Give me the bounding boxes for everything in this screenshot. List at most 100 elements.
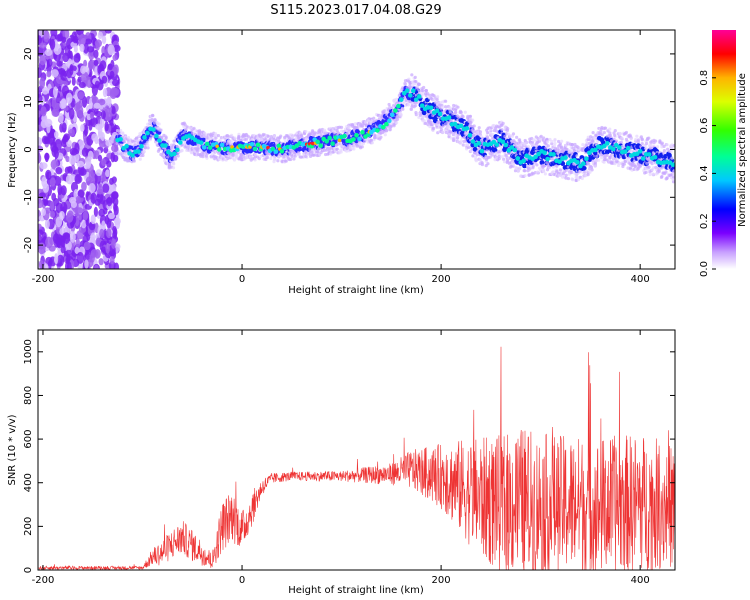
spectrogram-cell xyxy=(69,231,76,243)
spectrogram-cell xyxy=(634,138,638,142)
spectrogram-cell xyxy=(276,159,280,163)
spectrogram-cell xyxy=(99,195,106,205)
spectrogram-cell xyxy=(472,124,476,128)
spectrogram-cell xyxy=(146,143,150,147)
spectrogram-cell xyxy=(278,136,282,140)
spectrogram-cell xyxy=(111,79,120,87)
spectrogram-cell xyxy=(99,60,107,70)
spectrogram-cell xyxy=(471,127,475,132)
spectrogram-cell xyxy=(38,151,41,164)
spectrogram-cell xyxy=(38,109,41,118)
spectrogram-cell xyxy=(272,137,276,141)
spectrogram-cell xyxy=(471,133,476,137)
spectrogram-cell xyxy=(444,99,448,103)
spectrogram-cell xyxy=(463,110,467,114)
spectrogram-cell xyxy=(99,228,105,239)
spectrogram-cell xyxy=(292,157,296,161)
spectrogram-cell xyxy=(184,128,188,132)
spectrogram-cell xyxy=(43,30,50,43)
spectrogram-cell xyxy=(108,260,116,269)
spectrogram-cell xyxy=(339,150,343,154)
spectrogram-cell xyxy=(315,150,320,154)
spectrogram-cell xyxy=(160,135,164,139)
spectrogram-cell xyxy=(575,154,579,158)
spectrogram-cell xyxy=(49,201,55,211)
spectrogram-cell xyxy=(93,59,99,66)
spectrogram-cell xyxy=(93,206,98,218)
spectrogram-cell xyxy=(62,134,69,143)
spectrogram-cell xyxy=(389,124,393,128)
spectrogram-cell xyxy=(44,152,49,163)
spectrogram-cell xyxy=(591,131,595,135)
spectrogram-cell xyxy=(114,219,121,230)
spectrogram-cell xyxy=(73,45,78,53)
spectrogram-cell xyxy=(60,185,67,196)
spectrogram-cell xyxy=(188,126,192,130)
spectrogram-cell xyxy=(185,125,189,129)
spectrogram-cell xyxy=(613,133,617,137)
spectrogram-cell xyxy=(448,106,452,110)
spectrogram-cell xyxy=(88,183,96,193)
spectrogram-cell xyxy=(111,105,116,115)
spectrogram-cell xyxy=(513,140,517,144)
spectrogram-cell xyxy=(318,130,322,134)
spectrogram-cell xyxy=(654,139,658,143)
spectrogram-cell xyxy=(104,30,112,34)
spectrogram-cell xyxy=(77,76,82,83)
spectrogram-cell xyxy=(101,158,107,166)
spectrogram-cell xyxy=(102,88,108,98)
spectrogram-cell xyxy=(56,254,65,267)
spectrogram-cell xyxy=(406,103,411,107)
spectrogram-cell xyxy=(75,195,82,204)
spectrogram-cell xyxy=(213,138,217,142)
spectrogram-cell xyxy=(254,152,258,157)
spectrogram-cell xyxy=(550,139,554,144)
spectrogram-cell xyxy=(45,169,52,180)
spectrogram-cell xyxy=(471,118,475,122)
spectrogram-cell xyxy=(266,134,270,138)
spectrogram-cell xyxy=(500,128,504,132)
spectrogram-cell xyxy=(100,110,106,120)
spectrogram-cell xyxy=(174,157,178,161)
spectrogram-cell xyxy=(110,151,116,163)
spectrogram-cell xyxy=(38,223,42,231)
spectrogram-cell xyxy=(480,162,485,167)
spectrogram-cell xyxy=(44,137,51,145)
spectrogram-cell xyxy=(205,138,209,142)
spectrogram-cell xyxy=(259,154,263,158)
spectrogram-marks xyxy=(38,30,675,269)
spectrogram-cell xyxy=(648,172,652,177)
spectrogram-cell xyxy=(166,145,171,151)
spectrogram-cell xyxy=(43,263,49,269)
spectrogram-cell xyxy=(370,141,375,145)
spectrogram-cell xyxy=(76,160,85,168)
spectrogram-cell xyxy=(209,134,214,138)
figure-title: S115.2023.017.04.08.G29 xyxy=(270,3,441,18)
spectrogram-cell xyxy=(57,183,63,196)
spectrogram-cell xyxy=(73,53,81,63)
spectrogram-cell xyxy=(232,158,237,162)
spectrogram-cell xyxy=(38,136,42,145)
spectrogram-cell xyxy=(90,214,96,225)
spectrogram-cell xyxy=(109,177,114,185)
spectrogram-cell xyxy=(412,105,416,109)
spectrogram-cell xyxy=(101,35,107,44)
spectrogram-cell xyxy=(422,85,426,90)
spectrogram-cell xyxy=(287,135,291,140)
spectrogram-cell xyxy=(39,77,46,89)
spectrogram-cell xyxy=(101,75,108,84)
spectrogram-cell xyxy=(297,152,301,156)
spectrogram-cell xyxy=(305,137,309,141)
spectrogram-cell xyxy=(605,158,609,162)
spectrogram-cell xyxy=(91,176,96,186)
spectrogram-cell xyxy=(61,122,67,133)
spectrogram-cell xyxy=(500,123,504,127)
spectrogram-cell xyxy=(138,157,142,161)
spectrogram-cell xyxy=(200,134,204,139)
spectrogram-cell xyxy=(613,129,617,133)
spectrogram-cell xyxy=(608,133,612,137)
spectrogram-cell xyxy=(608,156,612,160)
spectrogram-cell xyxy=(477,126,481,130)
spectrogram-cell xyxy=(109,70,115,79)
spectrogram-cell xyxy=(597,158,601,162)
